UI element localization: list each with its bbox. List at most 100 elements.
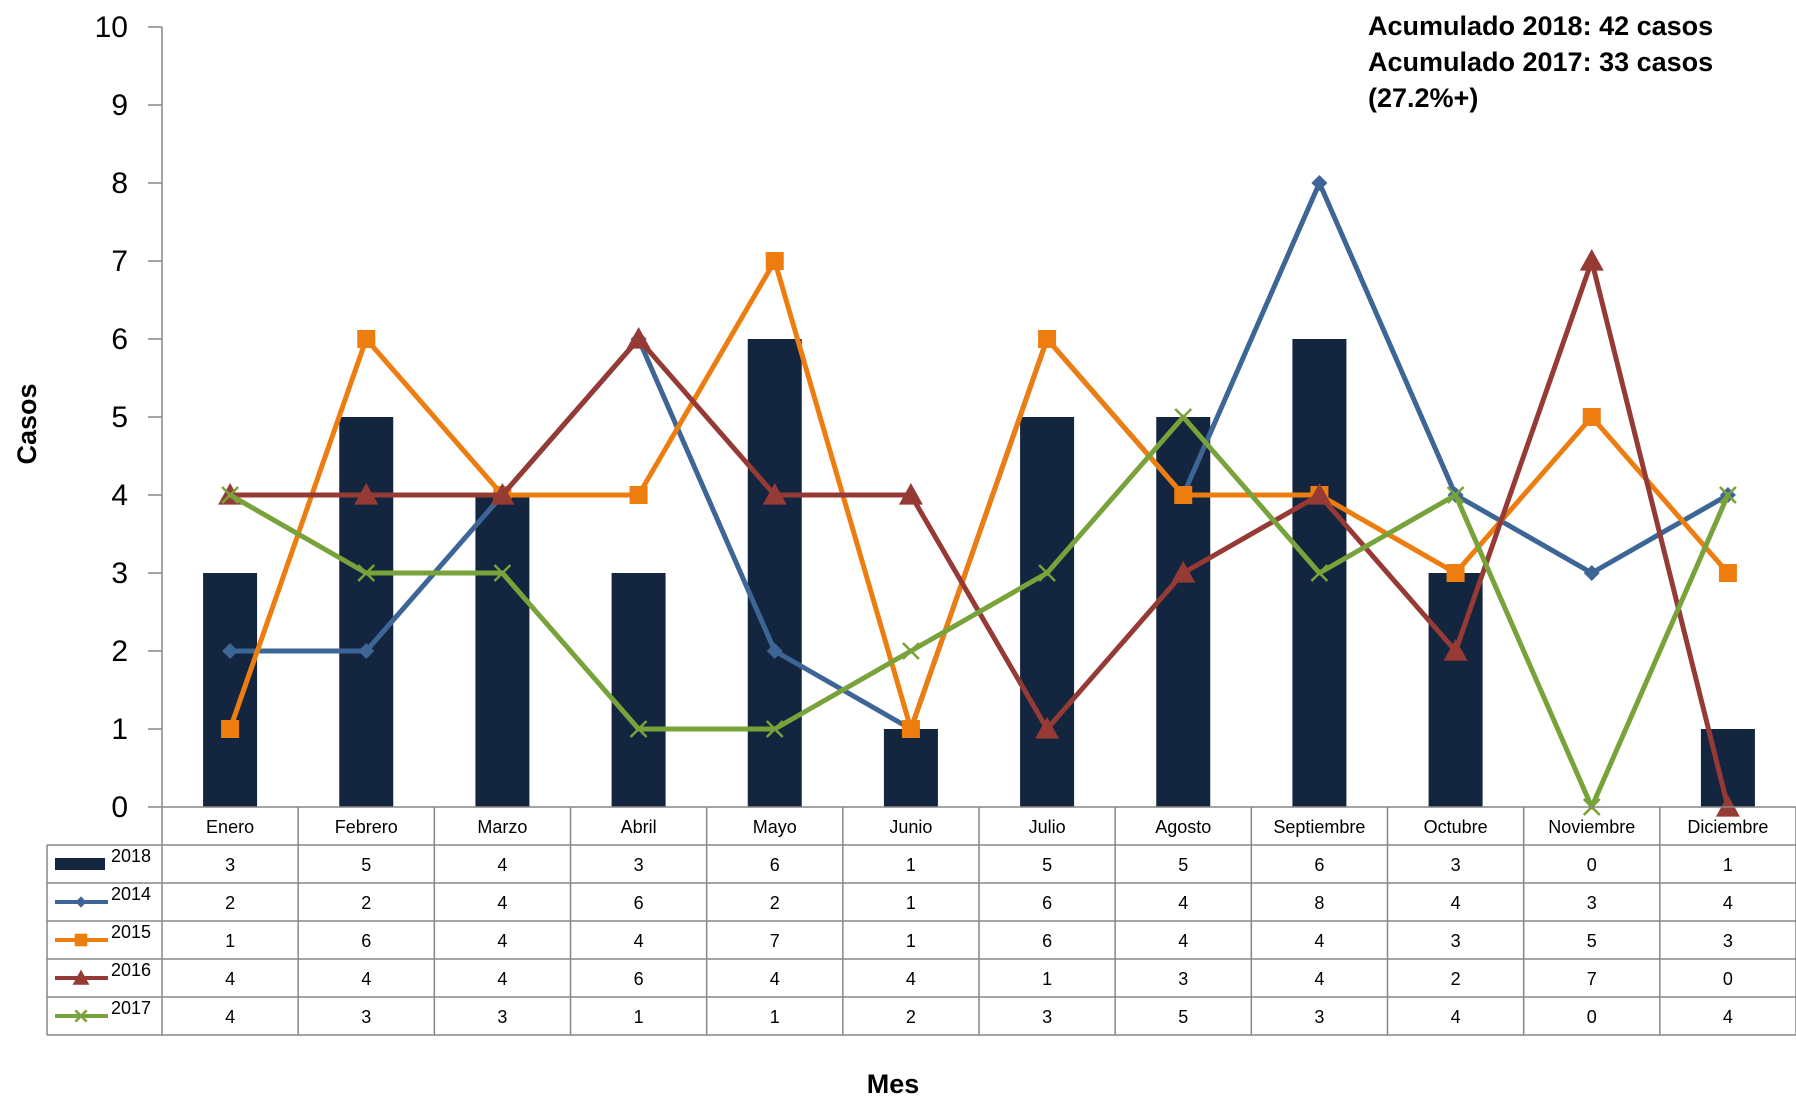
y-tick-label: 2 (111, 635, 128, 668)
point-2017-marzo (493, 564, 512, 582)
table-cell-2016-septiembre: 4 (1314, 969, 1324, 989)
table-cell-2015-marzo: 4 (497, 931, 507, 951)
category-label-septiembre: Septiembre (1273, 817, 1365, 837)
point-2015-enero (221, 720, 240, 738)
table-cell-2016-febrero: 4 (361, 969, 371, 989)
point-2017-mayo (765, 720, 784, 738)
table-cell-2017-mayo: 1 (770, 1007, 780, 1027)
table-cell-2016-abril: 6 (634, 969, 644, 989)
table-cell-2016-marzo: 4 (497, 969, 507, 989)
point-2016-agosto (1171, 561, 1196, 583)
table-cell-2017-abril: 1 (634, 1007, 644, 1027)
table-cell-2014-mayo: 2 (770, 893, 780, 913)
table-cell-2018-enero: 3 (225, 855, 235, 875)
point-2017-julio (1038, 564, 1056, 582)
table-cell-2014-abril: 6 (634, 893, 644, 913)
bar-2018-enero (203, 573, 258, 807)
category-label-enero: Enero (206, 817, 254, 837)
category-label-julio: Julio (1029, 817, 1066, 837)
point-2015-julio (1038, 330, 1057, 348)
table-cell-2016-diciembre: 0 (1723, 969, 1733, 989)
table-cell-2017-julio: 3 (1042, 1007, 1052, 1027)
legend-marker-2014 (75, 896, 87, 908)
y-tick-label: 0 (111, 791, 128, 824)
category-label-mayo: Mayo (753, 817, 797, 837)
table-cell-2018-diciembre: 1 (1723, 855, 1733, 875)
legend-marker-2016 (72, 969, 90, 985)
table-cell-2016-julio: 1 (1042, 969, 1052, 989)
annotation-line-percent: (27.2%+) (1368, 83, 1479, 113)
bar-2018-octubre (1428, 573, 1483, 807)
table-cell-2014-julio: 6 (1042, 893, 1052, 913)
legend-label-2016: 2016 (111, 960, 151, 980)
table-cell-2018-junio: 1 (906, 855, 916, 875)
table-cell-2017-enero: 4 (225, 1007, 235, 1027)
point-2017-abril (629, 720, 648, 738)
table-cell-2015-diciembre: 3 (1723, 931, 1733, 951)
table-cell-2017-agosto: 5 (1178, 1007, 1188, 1027)
table-cell-2016-junio: 4 (906, 969, 916, 989)
table-cell-2017-junio: 2 (906, 1007, 916, 1027)
legend-marker-2017 (74, 1009, 88, 1023)
table-cell-2014-octubre: 4 (1451, 893, 1461, 913)
data-table: Enero Febrero Marzo Abril Mayo Junio Julio Agos… (46, 806, 1796, 1036)
table-cell-2015-agosto: 4 (1178, 931, 1188, 951)
table-cell-2017-octubre: 4 (1451, 1007, 1461, 1027)
point-2017-octubre (1446, 486, 1465, 504)
legend-label-2014: 2014 (111, 884, 151, 904)
y-tick-label: 7 (111, 245, 128, 278)
annotation-line-2017: Acumulado 2017: 33 casos (1368, 47, 1714, 77)
point-2017-febrero (357, 564, 376, 582)
table-cell-2018-marzo: 4 (497, 855, 507, 875)
point-2015-mayo (765, 252, 784, 270)
table-cell-2016-mayo: 4 (770, 969, 780, 989)
y-tick-label: 9 (111, 89, 128, 122)
legend-label-2017: 2017 (111, 998, 151, 1018)
point-2017-agosto (1174, 408, 1193, 426)
y-tick-label: 6 (111, 323, 128, 356)
table-cell-2017-septiembre: 3 (1314, 1007, 1324, 1027)
bar-2018-febrero (339, 417, 394, 807)
table-cell-2015-enero: 1 (225, 931, 235, 951)
point-2016-julio (1035, 717, 1060, 739)
point-2016-diciembre (1715, 795, 1740, 817)
legend-marker-2015 (74, 933, 88, 947)
table-cell-2014-febrero: 2 (361, 893, 371, 913)
table-cell-2015-febrero: 6 (361, 931, 371, 951)
table-cell-2017-marzo: 3 (497, 1007, 507, 1027)
point-2017-septiembre (1310, 564, 1329, 582)
y-tick-label: 5 (111, 401, 128, 434)
legend-label-2015: 2015 (111, 922, 151, 942)
table-cell-2018-agosto: 5 (1178, 855, 1188, 875)
table-cell-2017-diciembre: 4 (1723, 1007, 1733, 1027)
point-2015-octubre (1446, 564, 1465, 582)
y-tick-label: 8 (111, 167, 128, 200)
y-tick-label: 3 (111, 557, 128, 590)
annotation-line-2018: Acumulado 2018: 42 casos (1368, 11, 1714, 41)
point-2014-noviembre (1583, 565, 1600, 581)
table-cell-2017-febrero: 3 (361, 1007, 371, 1027)
table-cell-2018-septiembre: 6 (1314, 855, 1324, 875)
table-cell-2018-julio: 5 (1042, 855, 1052, 875)
legend-label-2018: 2018 (111, 846, 151, 866)
category-label-octubre: Octubre (1424, 817, 1488, 837)
table-cell-2018-octubre: 3 (1451, 855, 1461, 875)
table-cell-2016-enero: 4 (225, 969, 235, 989)
legend-key-2018 (55, 858, 105, 870)
table-cell-2015-octubre: 3 (1451, 931, 1461, 951)
table-cell-2014-enero: 2 (225, 893, 235, 913)
table-cell-2015-junio: 1 (906, 931, 916, 951)
point-2016-septiembre (1307, 483, 1332, 505)
line-2017 (227, 414, 1731, 810)
point-2017-enero (221, 486, 239, 504)
bar-2018-marzo (475, 495, 530, 807)
y-tick-label: 1 (111, 713, 128, 746)
point-2015-junio (901, 720, 920, 738)
y-tick-label: 10 (95, 11, 128, 44)
y-tick-label: 4 (111, 479, 128, 512)
point-2015-diciembre (1718, 564, 1737, 582)
table-cell-2015-mayo: 7 (770, 931, 780, 951)
table-cell-2015-julio: 6 (1042, 931, 1052, 951)
table-cell-2018-noviembre: 0 (1587, 855, 1597, 875)
accumulated-annotation: Acumulado 2018: 42 casos Acumulado 2017:… (1368, 8, 1713, 116)
